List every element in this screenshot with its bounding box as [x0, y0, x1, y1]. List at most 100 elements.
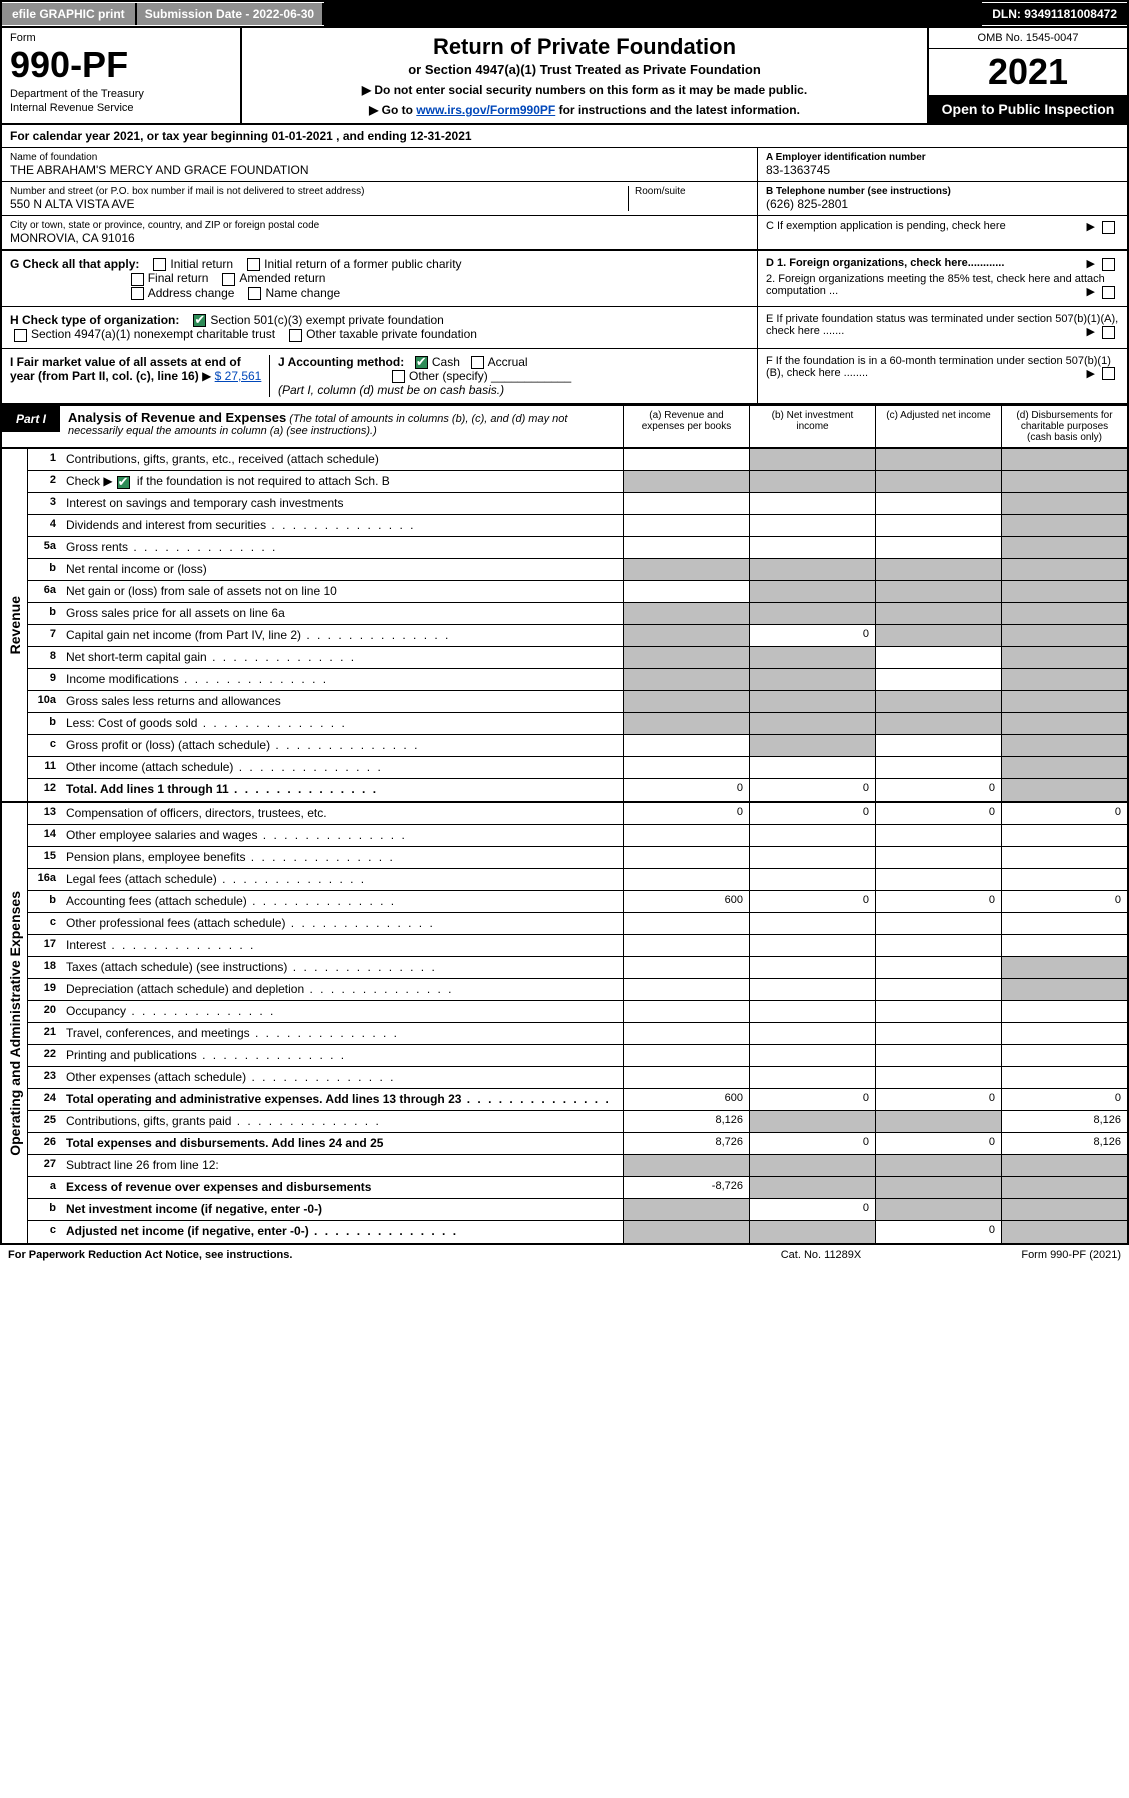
line-26-c: 0 [875, 1133, 1001, 1154]
line-15: Pension plans, employee benefits [62, 847, 623, 868]
line-27c-c: 0 [875, 1221, 1001, 1243]
g-initial-return: Initial return [170, 257, 233, 271]
j-other: Other (specify) [409, 369, 488, 383]
part1-header: Part I Analysis of Revenue and Expenses … [0, 405, 1129, 449]
line-20: Occupancy [62, 1001, 623, 1022]
line-12-b: 0 [749, 779, 875, 801]
revenue-block: Revenue 1Contributions, gifts, grants, e… [0, 449, 1129, 803]
h-501c3: Section 501(c)(3) exempt private foundat… [210, 313, 443, 327]
line-10c: Gross profit or (loss) (attach schedule) [62, 735, 623, 756]
revenue-sidelabel: Revenue [2, 449, 28, 801]
ein-label: A Employer identification number [766, 152, 1119, 163]
h-other-taxable: Other taxable private foundation [306, 327, 477, 341]
d2-checkbox[interactable] [1102, 286, 1115, 299]
d1-label: D 1. Foreign organizations, check here..… [766, 257, 1004, 269]
top-bar: efile GRAPHIC print Submission Date - 20… [0, 0, 1129, 28]
line-10a: Gross sales less returns and allowances [62, 691, 623, 712]
part1-title: Analysis of Revenue and Expenses [68, 410, 286, 425]
g-amended: Amended return [239, 271, 325, 285]
f-checkbox[interactable] [1102, 367, 1115, 380]
g-initial-former-cb[interactable] [247, 258, 260, 271]
line-10b: Less: Cost of goods sold [62, 713, 623, 734]
g-final-return-cb[interactable] [131, 273, 144, 286]
line-22: Printing and publications [62, 1045, 623, 1066]
j-other-cb[interactable] [392, 370, 405, 383]
form-number: 990-PF [10, 44, 232, 86]
efile-print-button[interactable]: efile GRAPHIC print [2, 3, 137, 25]
line-3: Interest on savings and temporary cash i… [62, 493, 623, 514]
line-26-b: 0 [749, 1133, 875, 1154]
line-27b-b: 0 [749, 1199, 875, 1220]
line-7: Capital gain net income (from Part IV, l… [62, 625, 623, 646]
line-16b: Accounting fees (attach schedule) [62, 891, 623, 912]
h-501c3-cb[interactable] [193, 314, 206, 327]
phone-label: B Telephone number (see instructions) [766, 186, 1119, 197]
line-12-a: 0 [623, 779, 749, 801]
line-25: Contributions, gifts, grants paid [62, 1111, 623, 1132]
line-14: Other employee salaries and wages [62, 825, 623, 846]
g-initial-former: Initial return of a former public charit… [264, 257, 461, 271]
line-16c: Other professional fees (attach schedule… [62, 913, 623, 934]
c-exemption-label: C If exemption application is pending, c… [766, 220, 1006, 232]
g-name-change-cb[interactable] [248, 287, 261, 300]
form-header: Form 990-PF Department of the Treasury I… [0, 28, 1129, 125]
form-note-link: ▶ Go to www.irs.gov/Form990PF for instru… [254, 103, 915, 117]
line-21: Travel, conferences, and meetings [62, 1023, 623, 1044]
j-accrual-cb[interactable] [471, 356, 484, 369]
j-cash-cb[interactable] [415, 356, 428, 369]
open-to-public: Open to Public Inspection [929, 95, 1127, 123]
line-9: Income modifications [62, 669, 623, 690]
g-name-change: Name change [265, 286, 340, 300]
line-26-d: 8,126 [1001, 1133, 1127, 1154]
g-address-change-cb[interactable] [131, 287, 144, 300]
line-25-d: 8,126 [1001, 1111, 1127, 1132]
calendar-year-row: For calendar year 2021, or tax year begi… [0, 125, 1129, 148]
line-6b: Gross sales price for all assets on line… [62, 603, 623, 624]
line-13: Compensation of officers, directors, tru… [62, 803, 623, 824]
line-27a: Excess of revenue over expenses and disb… [62, 1177, 623, 1198]
d2-label: 2. Foreign organizations meeting the 85%… [766, 273, 1105, 297]
submission-date: Submission Date - 2022-06-30 [137, 3, 324, 25]
g-label: G Check all that apply: [10, 257, 139, 271]
line-27c: Adjusted net income (if negative, enter … [62, 1221, 623, 1243]
e-checkbox[interactable] [1102, 326, 1115, 339]
line-12-c: 0 [875, 779, 1001, 801]
form-subtitle: or Section 4947(a)(1) Trust Treated as P… [254, 62, 915, 77]
tax-year: 2021 [929, 49, 1127, 95]
line-18: Taxes (attach schedule) (see instruction… [62, 957, 623, 978]
h-other-taxable-cb[interactable] [289, 329, 302, 342]
line-5a: Gross rents [62, 537, 623, 558]
c-checkbox[interactable] [1102, 221, 1115, 234]
j-accrual: Accrual [488, 355, 528, 369]
line-24-b: 0 [749, 1089, 875, 1110]
line-24-a: 600 [623, 1089, 749, 1110]
line-1: Contributions, gifts, grants, etc., rece… [62, 449, 623, 470]
line-13-a: 0 [623, 803, 749, 824]
line-27b: Net investment income (if negative, ente… [62, 1199, 623, 1220]
f-label: F If the foundation is in a 60-month ter… [766, 355, 1111, 379]
line-19: Depreciation (attach schedule) and deple… [62, 979, 623, 1000]
line-2-checkbox[interactable] [117, 476, 130, 489]
line-27: Subtract line 26 from line 12: [62, 1155, 623, 1176]
d1-checkbox[interactable] [1102, 258, 1115, 271]
footer-catno: Cat. No. 11289X [721, 1249, 921, 1261]
line-16a: Legal fees (attach schedule) [62, 869, 623, 890]
g-amended-cb[interactable] [222, 273, 235, 286]
line-26: Total expenses and disbursements. Add li… [62, 1133, 623, 1154]
line-24-c: 0 [875, 1089, 1001, 1110]
line-17: Interest [62, 935, 623, 956]
irs-link[interactable]: www.irs.gov/Form990PF [416, 103, 555, 117]
line-13-c: 0 [875, 803, 1001, 824]
form-label: Form [10, 32, 232, 44]
line-16b-b: 0 [749, 891, 875, 912]
j-label: J Accounting method: [278, 355, 404, 369]
page-footer: For Paperwork Reduction Act Notice, see … [0, 1245, 1129, 1265]
line-7-b: 0 [749, 625, 875, 646]
footer-formref: Form 990-PF (2021) [921, 1249, 1121, 1261]
g-initial-return-cb[interactable] [153, 258, 166, 271]
line-4: Dividends and interest from securities [62, 515, 623, 536]
i-fmv-value[interactable]: $ 27,561 [215, 369, 262, 383]
form-title: Return of Private Foundation [254, 34, 915, 60]
line-13-d: 0 [1001, 803, 1127, 824]
h-4947-cb[interactable] [14, 329, 27, 342]
